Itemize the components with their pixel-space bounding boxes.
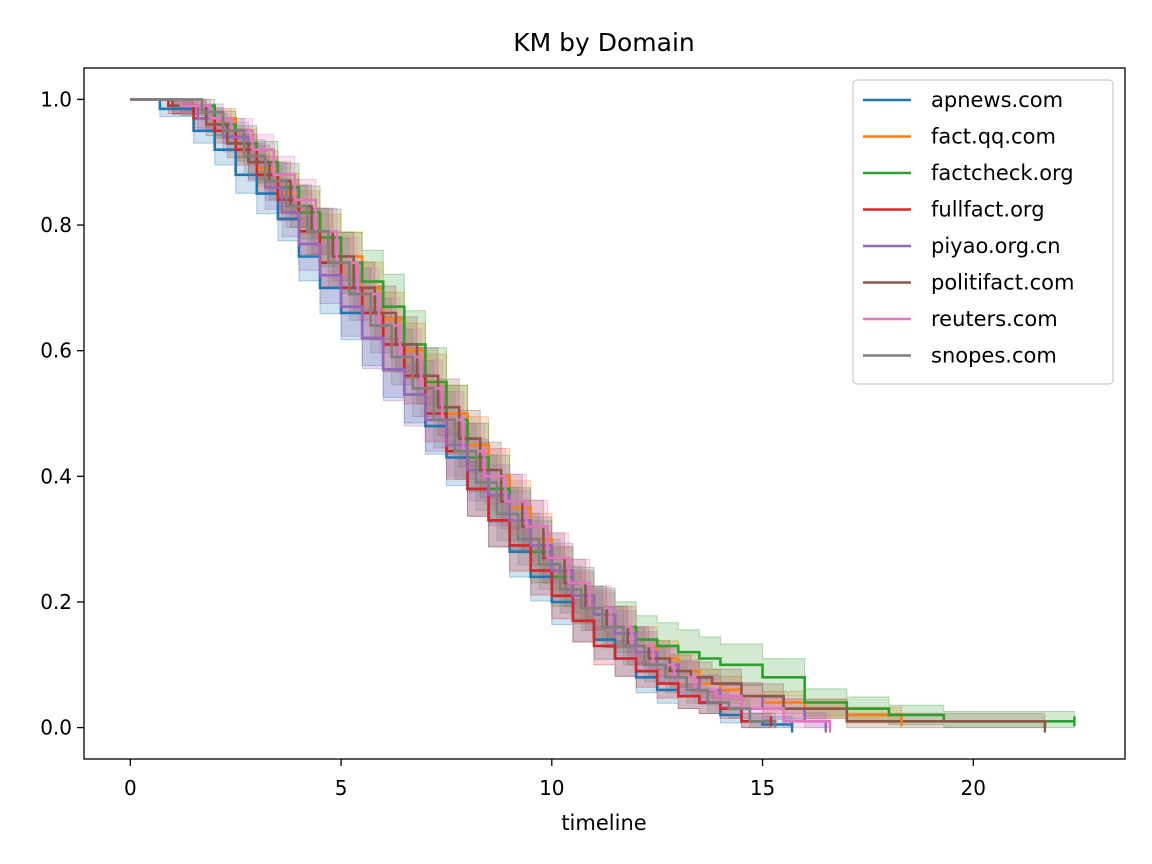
chart-title: KM by Domain [513,28,695,57]
plot-frame [83,67,1126,760]
y-axis: 0.0 0.2 0.4 0.6 0.8 1.0 [40,87,84,740]
x-tick-label: 0 [124,776,137,800]
x-tick-label: 15 [750,776,775,800]
series-line-snopes-com [130,98,777,728]
y-tick-label: 0.2 [40,590,72,614]
x-tick-label: 5 [335,776,348,800]
legend-box [852,79,1114,385]
series-line-fact-qq-com [130,98,903,722]
x-axis: 0 5 10 15 20 [124,759,986,800]
legend-entry: fullfact.org [931,198,1045,222]
y-tick-label: 0.4 [40,464,72,488]
censor-marks [769,716,1076,733]
x-axis-label: timeline [561,811,646,835]
legend: apnews.com fact.qq.com factcheck.org fullfa… [852,79,1114,385]
legend-entry: fact.qq.com [931,125,1056,149]
x-tick-label: 10 [539,776,564,800]
x-tick-label: 20 [961,776,986,800]
y-tick-label: 1.0 [40,87,72,111]
survival-lines [130,98,1075,728]
y-tick-label: 0.6 [40,339,72,363]
legend-entry: apnews.com [931,88,1063,112]
legend-entry: piyao.org.cn [931,234,1061,258]
legend-entry: reuters.com [931,307,1058,331]
y-tick-label: 0.0 [40,716,72,740]
y-tick-label: 0.8 [40,213,72,237]
legend-entry: factcheck.org [931,161,1074,185]
legend-entry: politifact.com [931,271,1074,295]
legend-entry: snopes.com [931,344,1057,368]
